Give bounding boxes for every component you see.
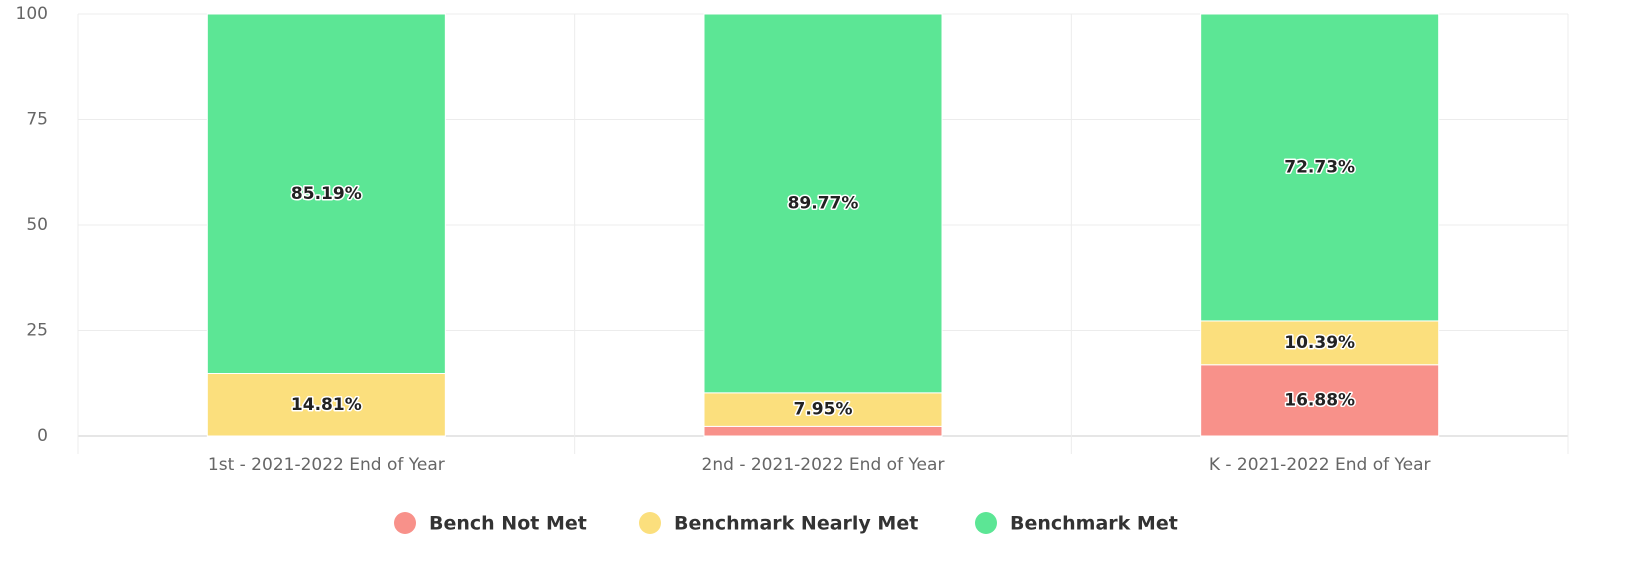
y-tick-label: 75 [26, 110, 48, 130]
data-label: 72.73% [1284, 157, 1355, 177]
data-label: 16.88% [1284, 390, 1355, 410]
legend-marker [639, 512, 661, 534]
bar-segment [1200, 320, 1440, 366]
bar-segment [1200, 364, 1440, 437]
legend-marker [394, 512, 416, 534]
y-tick-label: 50 [26, 215, 48, 235]
legend-label: Benchmark Met [1010, 513, 1178, 535]
bar-segment [1200, 13, 1440, 322]
data-label: 85.19% [291, 184, 362, 204]
data-label: 10.39% [1284, 333, 1355, 353]
bar-segment [206, 373, 446, 437]
y-tick-label: 25 [26, 321, 48, 341]
bar-segment [206, 13, 446, 375]
data-label: 14.81% [291, 395, 362, 415]
x-tick-label: 2nd - 2021-2022 End of Year [702, 455, 945, 475]
x-tick-label: K - 2021-2022 End of Year [1209, 455, 1431, 475]
data-label: 7.95% [794, 400, 853, 420]
bar-segment [703, 425, 943, 437]
bar-segment [703, 13, 943, 394]
legend-label: Bench Not Met [429, 513, 587, 535]
legend-marker [975, 512, 997, 534]
legend-label: Benchmark Nearly Met [674, 513, 918, 535]
data-label: 89.77% [788, 193, 859, 213]
y-tick-label: 100 [16, 4, 48, 24]
x-tick-label: 1st - 2021-2022 End of Year [208, 455, 445, 475]
y-tick-label: 0 [37, 426, 48, 446]
